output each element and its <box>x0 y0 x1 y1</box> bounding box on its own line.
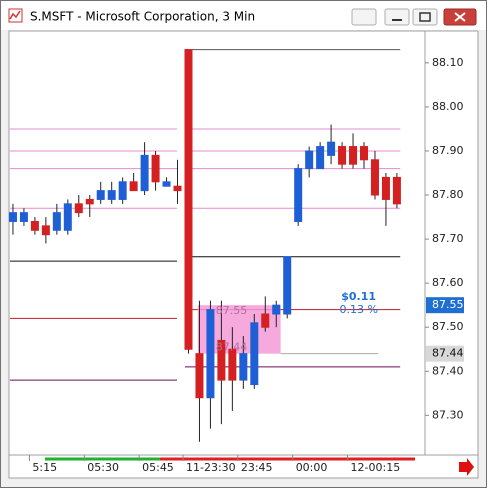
candle-body <box>96 190 105 200</box>
y-tick-label: 88.10 <box>432 56 464 69</box>
chart-area <box>8 30 479 479</box>
x-tick-label: 05:45 <box>142 461 174 474</box>
candle-body <box>381 176 390 200</box>
price-tag <box>426 345 464 362</box>
candle-body <box>305 150 314 170</box>
y-tick-label: 87.50 <box>432 320 464 333</box>
maximize-button[interactable] <box>412 8 438 26</box>
candle-body <box>140 154 149 192</box>
candle-body <box>19 212 28 222</box>
candle-body <box>8 212 17 222</box>
candle-body <box>217 339 226 381</box>
y-tick-label: 88.00 <box>432 100 464 113</box>
candle-body <box>41 225 50 236</box>
candle-body <box>283 256 292 315</box>
candle-body <box>250 322 259 385</box>
measure-label: 87.55 <box>216 304 248 317</box>
candle-body <box>118 181 127 200</box>
link-button[interactable] <box>351 8 377 26</box>
candle-body <box>85 198 94 205</box>
candle-body <box>74 203 83 214</box>
candle-body <box>370 159 379 196</box>
window-title: S.MSFT - Microsoft Corporation, 3 Min <box>30 10 255 24</box>
plot: 88.10 88.00 87.90 87.80 87.70 87.60 87.50 87.40… <box>8 49 464 474</box>
candle-body <box>360 146 369 161</box>
y-tick-label: 87.80 <box>432 188 464 201</box>
measure-percent: 0.13 % <box>340 303 378 316</box>
price-tag-label: 87.44 <box>432 347 464 360</box>
candle-body <box>294 168 303 222</box>
candle-body <box>349 146 358 165</box>
candle-body <box>52 212 61 231</box>
y-tick-label: 87.70 <box>432 232 464 245</box>
candle-body <box>63 203 72 231</box>
y-tick-label: 87.90 <box>432 144 464 157</box>
y-tick-label: 87.30 <box>432 408 464 421</box>
x-tick-label: 5:15 <box>32 461 57 474</box>
x-tick-label: 11-23:30 <box>186 461 236 474</box>
candle-body <box>195 353 204 399</box>
measure-change: $0.11 <box>341 290 376 303</box>
candle-body <box>173 185 182 192</box>
candle-body <box>162 181 171 187</box>
candle-body <box>316 146 325 170</box>
close-icon <box>454 12 466 22</box>
price-tag-label: 87.55 <box>432 298 464 311</box>
scroll-arrow[interactable] <box>459 458 474 476</box>
candle-body <box>261 313 270 328</box>
candle-body <box>151 154 160 183</box>
candle-body <box>392 176 401 205</box>
measure-label: 87.44 <box>216 341 248 354</box>
price-tag <box>426 297 464 314</box>
candle-body <box>338 146 347 165</box>
candle-body <box>184 49 193 350</box>
x-tick-label: 12-00:15 <box>351 461 401 474</box>
candle-body <box>30 220 39 231</box>
x-tick-label: 05:30 <box>87 461 119 474</box>
candle-body <box>272 304 281 315</box>
candle-body <box>239 353 248 381</box>
candle-body <box>107 190 116 200</box>
candle-body <box>129 181 138 192</box>
maximize-icon <box>419 12 431 22</box>
y-tick-label: 87.60 <box>432 276 464 289</box>
app-icon <box>8 8 23 23</box>
candle-body <box>228 348 237 381</box>
y-tick-label: 87.40 <box>432 364 464 377</box>
candle-body <box>206 309 215 399</box>
candle-body <box>327 141 336 156</box>
minimize-button[interactable] <box>384 8 410 26</box>
x-tick-label: 00:00 <box>296 461 328 474</box>
x-tick-label: 23:45 <box>241 461 273 474</box>
